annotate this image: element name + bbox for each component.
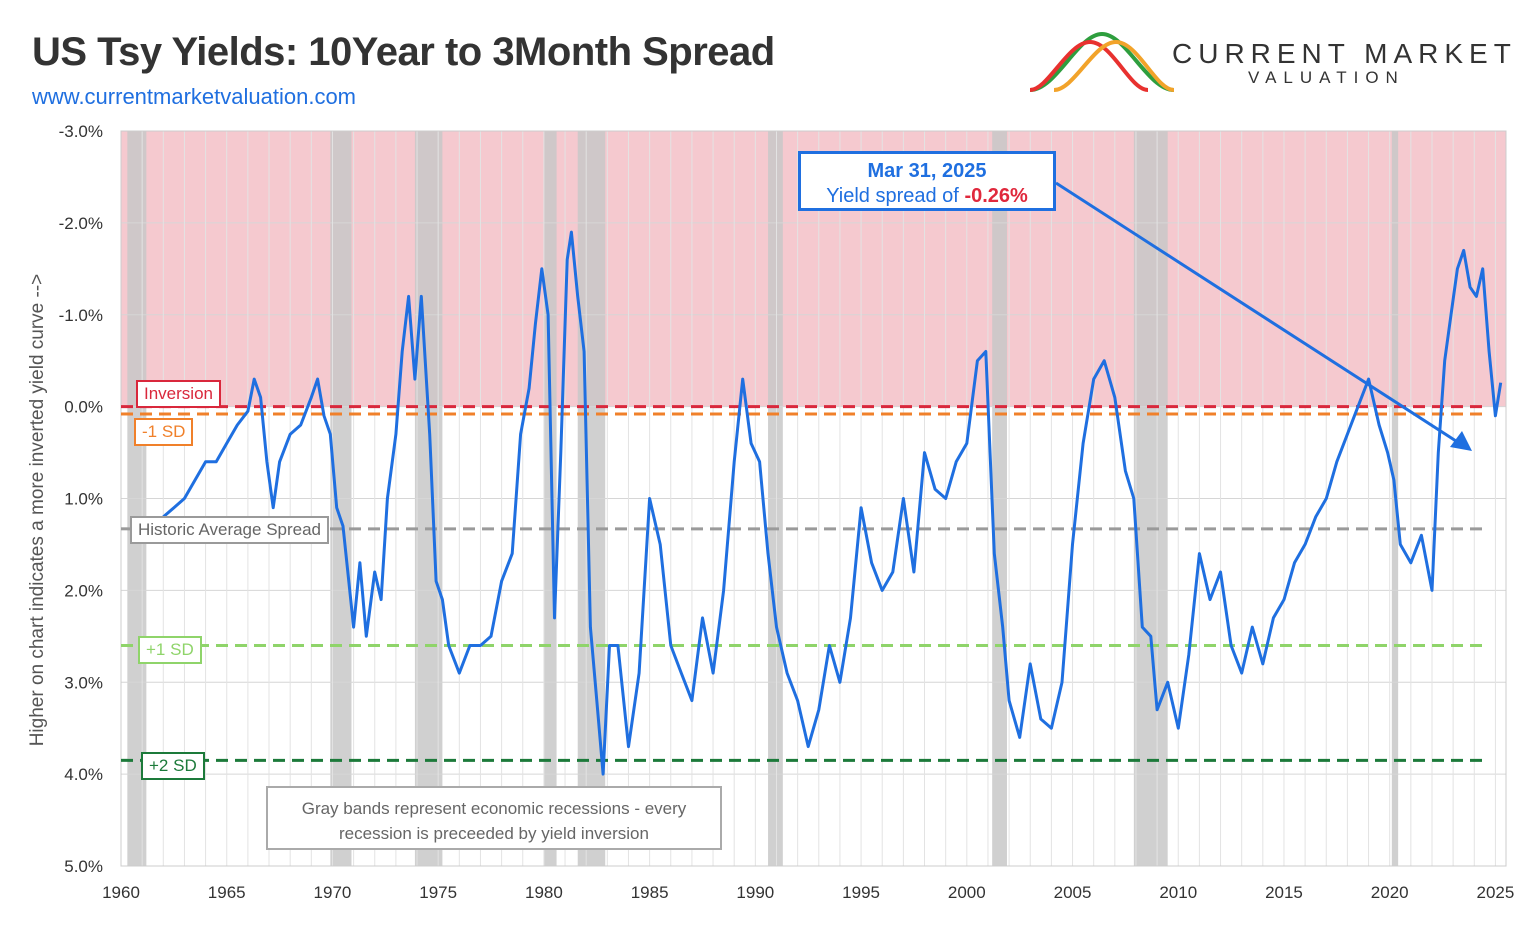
y-tick-label: 3.0% (64, 673, 103, 692)
x-tick-label: 1985 (631, 883, 669, 902)
callout-arrow-line (1055, 181, 1457, 443)
inversion-label: Inversion (136, 380, 221, 408)
logo-line2: VALUATION (1248, 68, 1405, 87)
logo-line1: CURRENT MARKET (1172, 38, 1517, 69)
x-tick-label: 2010 (1159, 883, 1197, 902)
latest-value-callout: Mar 31, 2025 Yield spread of -0.26% (798, 151, 1056, 211)
x-tick-label: 2005 (1054, 883, 1092, 902)
x-tick-label: 2020 (1371, 883, 1409, 902)
y-tick-label: -3.0% (59, 122, 103, 141)
minus1sd-label: -1 SD (134, 418, 194, 446)
website-link[interactable]: www.currentmarketvaluation.com (32, 84, 357, 109)
x-tick-label: 2000 (948, 883, 986, 902)
plus2sd-label: +2 SD (141, 752, 205, 780)
y-tick-label: 1.0% (64, 490, 103, 509)
y-tick-label: 5.0% (64, 857, 103, 876)
y-tick-label: 4.0% (64, 765, 103, 784)
x-tick-label: 1965 (208, 883, 246, 902)
note-line2: recession is preceeded by yield inversio… (339, 824, 649, 843)
x-tick-label: 1990 (736, 883, 774, 902)
x-tick-label: 1970 (314, 883, 352, 902)
y-tick-label: 2.0% (64, 581, 103, 600)
logo: CURRENT MARKET VALUATION (1026, 30, 1511, 94)
callout-arrow-head (1450, 431, 1472, 451)
y-axis-label: Higher on chart indicates a more inverte… (27, 273, 48, 747)
bell-curves-icon (1029, 31, 1175, 92)
x-tick-label: 1975 (419, 883, 457, 902)
note-line1: Gray bands represent economic recessions… (301, 799, 687, 818)
x-tick-label: 1995 (842, 883, 880, 902)
y-tick-label: -2.0% (59, 214, 103, 233)
spread-series-line (162, 230, 1503, 776)
x-tick-label: 2025 (1477, 883, 1515, 902)
x-tick-label: 2015 (1265, 883, 1303, 902)
plus1sd-label: +1 SD (138, 636, 202, 664)
callout-prefix: Yield spread of (826, 185, 959, 207)
plot-border (120, 130, 1507, 867)
x-tick-label: 1960 (102, 883, 140, 902)
chart-title: US Tsy Yields: 10Year to 3Month Spread (32, 30, 775, 74)
y-tick-label: -1.0% (59, 306, 103, 325)
average-label: Historic Average Spread (130, 516, 330, 544)
callout-value: -0.26% (964, 185, 1028, 207)
y-tick-label: 0.0% (64, 398, 103, 417)
callout-date: Mar 31, 2025 (867, 160, 987, 182)
recession-note: Gray bands represent economic recessions… (266, 786, 722, 850)
x-tick-label: 1980 (525, 883, 563, 902)
callout-text: Yield spread of -0.26% (801, 185, 1053, 208)
